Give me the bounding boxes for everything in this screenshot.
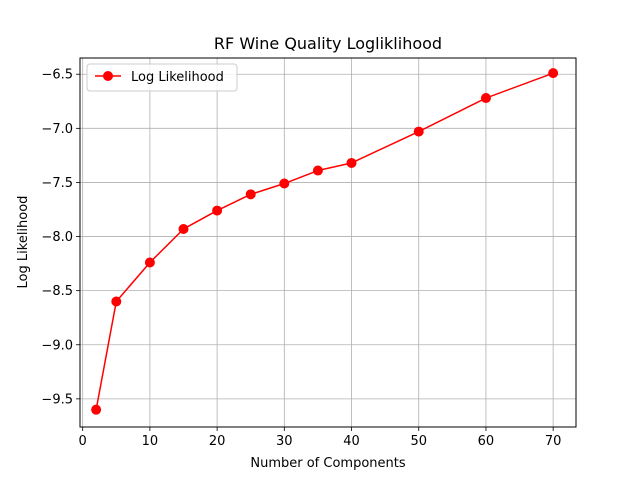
x-tick-label: 40 xyxy=(343,434,360,449)
series-line xyxy=(95,72,554,410)
x-tick-label: 60 xyxy=(478,434,495,449)
chart-title: RF Wine Quality Logliklihood xyxy=(214,34,442,53)
x-tick-label: 70 xyxy=(545,434,562,449)
data-point xyxy=(144,257,155,268)
data-point xyxy=(413,126,424,137)
data-point xyxy=(548,68,559,79)
data-point xyxy=(312,165,323,176)
y-axis-label: Log Likelihood xyxy=(16,196,31,289)
x-tick-label: 10 xyxy=(142,434,159,449)
y-tick-label: −6.5 xyxy=(41,68,73,83)
y-tick-label: −7.5 xyxy=(41,176,73,191)
y-tick-label: −7.0 xyxy=(41,122,73,137)
y-tick-label: −9.5 xyxy=(41,392,73,407)
axes-frame xyxy=(79,57,577,428)
legend-marker-swatch xyxy=(103,71,113,81)
x-tick-label: 30 xyxy=(276,434,293,449)
y-tick-label: −8.5 xyxy=(41,284,73,299)
x-tick-label: 0 xyxy=(79,434,87,449)
data-point xyxy=(212,205,223,216)
series-layer xyxy=(91,68,559,415)
data-point xyxy=(245,189,256,200)
legend-box xyxy=(86,63,238,92)
data-point xyxy=(178,223,189,234)
data-point xyxy=(480,93,491,104)
y-axis-ticks: −9.5 −9.0 −8.5 −8.0 −7.5 −7.0 −6.5 xyxy=(41,68,80,407)
x-axis-ticks: 0 10 20 30 40 50 60 70 xyxy=(79,427,562,449)
data-point xyxy=(279,178,290,189)
data-point xyxy=(111,296,122,307)
data-point xyxy=(346,157,357,168)
y-tick-label: −9.0 xyxy=(41,338,73,353)
grid xyxy=(80,58,576,427)
data-point xyxy=(91,404,102,415)
x-tick-label: 20 xyxy=(209,434,226,449)
legend-label: Log Likelihood xyxy=(131,70,224,85)
x-tick-label: 50 xyxy=(410,434,427,449)
y-tick-label: −8.0 xyxy=(41,230,73,245)
x-axis-label: Number of Components xyxy=(250,456,405,471)
legend: Log Likelihood xyxy=(86,63,238,92)
